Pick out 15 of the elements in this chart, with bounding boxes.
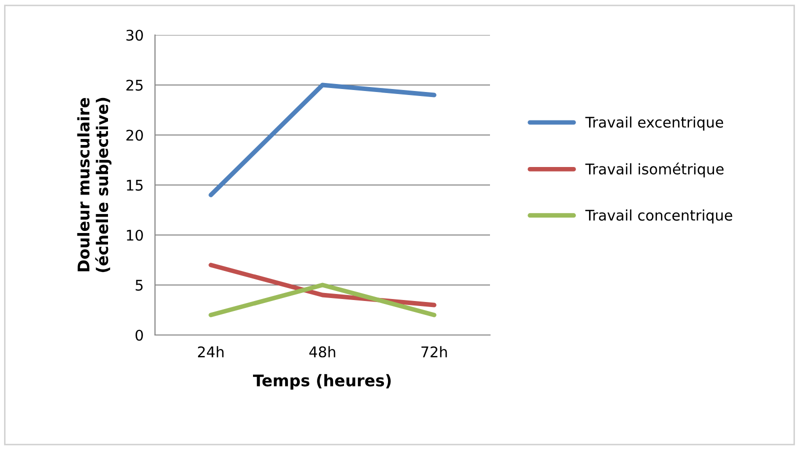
legend-label: Travail excentrique	[585, 116, 724, 131]
x-tick-label: 24h	[198, 346, 224, 358]
y-tick-label: 20	[126, 130, 143, 141]
x-tick-label: 48h	[309, 346, 336, 358]
y-tick-label: 0	[136, 330, 143, 341]
legend-label: Travail concentrique	[585, 209, 732, 224]
y-tick-label: 30	[126, 30, 143, 41]
legend-label: Travail isométrique	[585, 162, 724, 178]
y-tick-label: 5	[136, 280, 143, 291]
y-tick-label: 10	[126, 230, 143, 241]
y-tick-label: 15	[126, 180, 143, 191]
y-tick-label: 25	[126, 80, 143, 91]
y-axis-title: Douleur musculaire (échelle subjective)	[77, 98, 112, 272]
x-tick-label: 72h	[421, 346, 447, 358]
x-axis-title: Temps (heures)	[253, 374, 391, 390]
